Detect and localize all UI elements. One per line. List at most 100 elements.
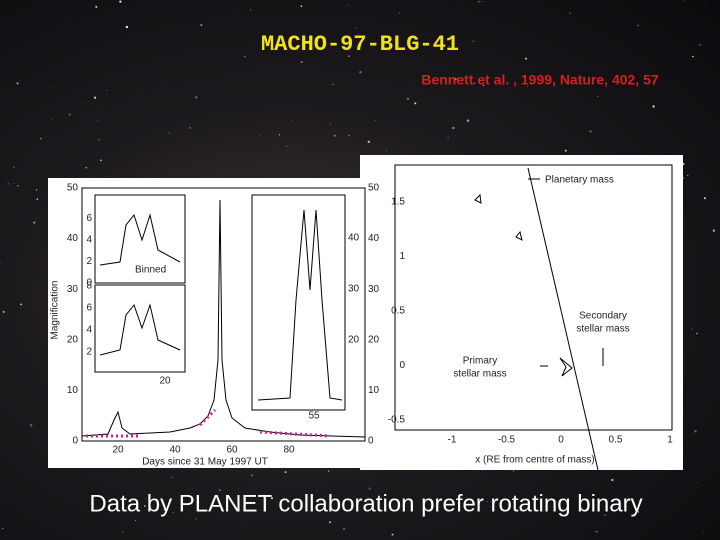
star: [589, 130, 592, 133]
star: [512, 470, 515, 472]
star: [45, 191, 47, 193]
star: [385, 150, 388, 152]
star: [119, 0, 122, 3]
star: [251, 474, 254, 477]
inset-curve: [99, 213, 181, 266]
star: [330, 123, 331, 125]
star: [466, 119, 470, 122]
star: [36, 189, 38, 191]
star: [595, 530, 598, 533]
star: [691, 328, 693, 330]
star: [40, 137, 42, 140]
star: [699, 153, 701, 155]
star: [604, 514, 606, 516]
tick-label: 2: [86, 347, 92, 358]
tick-label: 0: [399, 360, 405, 371]
star: [694, 430, 697, 433]
star: [327, 470, 330, 472]
tick-label: 0: [86, 278, 92, 289]
star: [33, 221, 36, 224]
star: [258, 134, 260, 136]
star: [391, 533, 394, 536]
star: [696, 332, 698, 335]
star: [309, 35, 310, 37]
tick-label: 40: [368, 233, 380, 244]
star: [568, 73, 570, 75]
light-curve: [81, 199, 366, 438]
star: [328, 521, 332, 524]
inset-curve: [257, 209, 343, 401]
star: [696, 482, 698, 483]
star: [375, 120, 376, 122]
star: [172, 511, 174, 513]
star: [367, 140, 370, 143]
star: [95, 5, 98, 8]
star: [611, 478, 614, 482]
star: [597, 95, 599, 97]
tick-label: 20: [67, 334, 79, 345]
star: [9, 132, 11, 133]
tick-label: 20: [159, 376, 171, 387]
star: [308, 496, 310, 498]
star: [80, 176, 82, 178]
star: [7, 182, 10, 185]
tick-label: 1.5: [391, 197, 405, 208]
star: [427, 76, 430, 79]
annotation: Planetary mass: [545, 175, 614, 186]
star: [368, 487, 371, 490]
star: [527, 86, 528, 87]
annotation: stellar mass: [453, 369, 506, 380]
star: [452, 126, 455, 130]
star: [692, 55, 694, 58]
tick-label: 50: [67, 183, 79, 194]
tick-label: 80: [283, 445, 295, 456]
star: [633, 69, 635, 71]
star: [98, 138, 100, 141]
star: [200, 24, 203, 27]
star: [687, 174, 689, 177]
star: [330, 500, 332, 503]
tick-label: 6: [86, 213, 92, 224]
star: [143, 505, 146, 507]
star: [699, 43, 702, 46]
star: [406, 97, 410, 101]
star: [652, 105, 655, 108]
tick-label: 0.5: [391, 306, 405, 317]
inset-bottom: [94, 284, 186, 373]
tick-label: 6: [86, 303, 92, 314]
star: [1, 527, 4, 530]
star: [332, 83, 334, 86]
tick-label: 55: [308, 411, 320, 422]
star: [84, 102, 86, 104]
star: [250, 9, 252, 11]
tick-label: 60: [226, 445, 238, 456]
star: [50, 119, 52, 121]
star: [564, 149, 567, 152]
star: [20, 303, 23, 306]
star: [237, 14, 239, 16]
inset-top: [94, 194, 186, 284]
star: [97, 120, 99, 122]
star: [637, 24, 640, 27]
star: [270, 497, 274, 500]
tick-label: 1: [667, 435, 673, 446]
tick-label: 0.5: [609, 435, 623, 446]
tick-label: 30: [67, 284, 79, 295]
star: [481, 1, 483, 2]
star: [13, 183, 15, 184]
star: [135, 519, 137, 521]
star: [2, 310, 5, 313]
star: [359, 71, 362, 74]
star: [472, 471, 474, 473]
star: [712, 229, 716, 232]
star: [414, 102, 417, 105]
star: [333, 134, 336, 137]
tick-label: 8: [86, 281, 92, 292]
tick-label: 20: [348, 335, 360, 346]
star: [701, 95, 703, 97]
y-label: Magnification: [50, 281, 61, 340]
star: [637, 511, 640, 513]
star: [16, 82, 19, 85]
star: [16, 184, 19, 187]
